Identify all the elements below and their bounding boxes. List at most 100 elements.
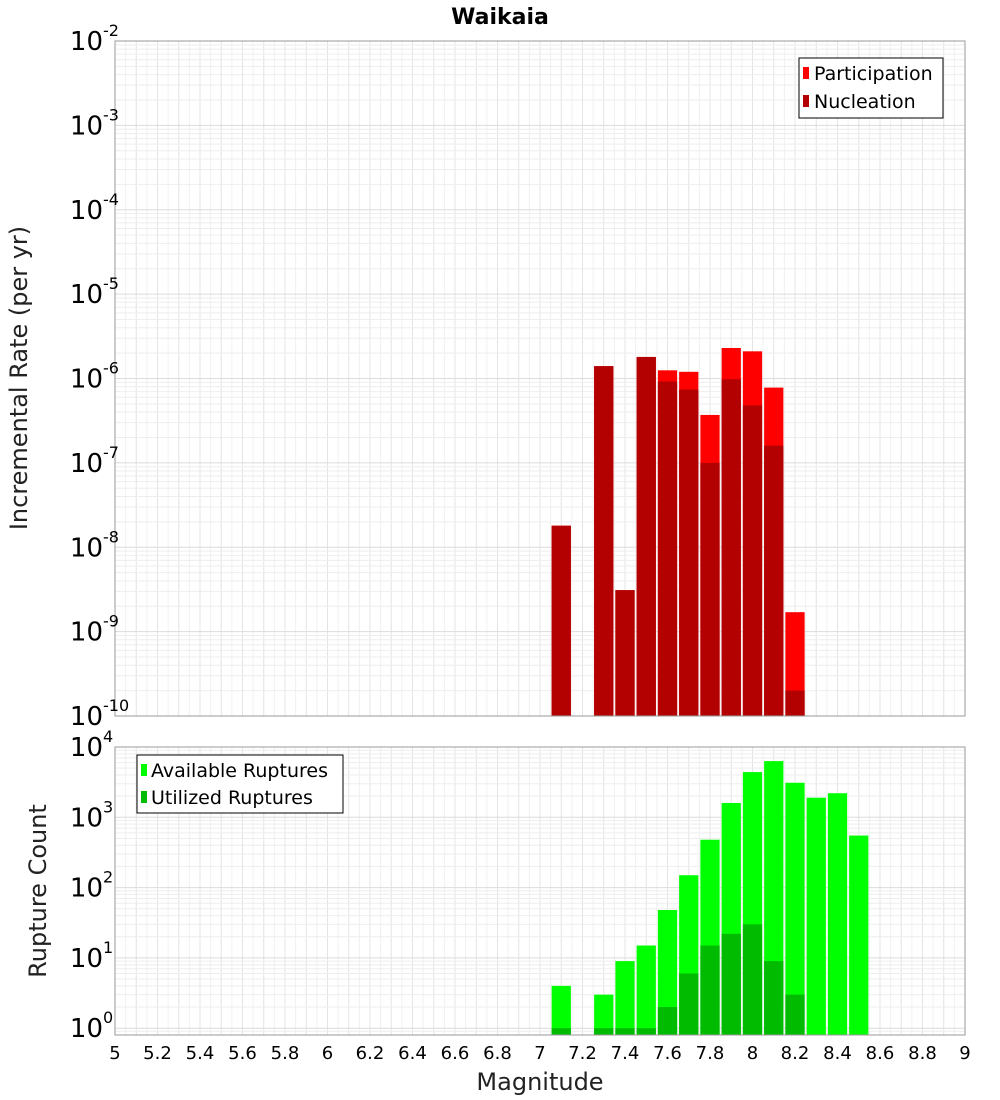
y-tick-base: 10 (70, 533, 103, 563)
x-tick-label: 5.4 (186, 1043, 215, 1064)
count-legend: Available Ruptures Utilized Ruptures (136, 754, 344, 814)
count-bar-utilized-ruptures (721, 933, 741, 1035)
y-tick-exponent: 4 (103, 727, 113, 746)
x-tick-label: 8 (747, 1043, 758, 1064)
count-y-tick: 10 2 (70, 868, 113, 904)
count-bar-available-ruptures (785, 782, 805, 1035)
rate-bars (551, 347, 805, 716)
rate-bar-nucleation (785, 690, 805, 716)
legend-swatch-nucleation (803, 95, 809, 107)
count-y-tick: 10 4 (70, 727, 113, 763)
rate-y-tick: 10 -3 (70, 105, 119, 141)
rate-y-tick: 10 -4 (70, 190, 119, 226)
y-tick-exponent: -5 (103, 274, 119, 293)
count-y-tick: 10 0 (70, 1008, 113, 1044)
x-tick-label: 5 (109, 1043, 120, 1064)
count-bar-utilized-ruptures (594, 1028, 614, 1035)
y-tick-exponent: -3 (103, 105, 119, 124)
count-bar-utilized-ruptures (615, 1028, 635, 1035)
rate-y-tick: 10 -9 (70, 612, 119, 648)
x-tick-label: 5.8 (271, 1043, 300, 1064)
x-tick-label: 8.6 (866, 1043, 895, 1064)
count-bar-utilized-ruptures (742, 924, 763, 1035)
y-tick-base: 10 (70, 449, 103, 479)
rate-bar-nucleation (742, 405, 763, 716)
y-tick-base: 10 (70, 280, 103, 310)
y-tick-exponent: 3 (103, 797, 113, 816)
legend-swatch-utilized-ruptures (141, 791, 147, 803)
rate-bar-nucleation (764, 445, 784, 716)
rate-bar-nucleation (615, 590, 635, 716)
count-bar-available-ruptures (615, 961, 635, 1035)
rate-bar-nucleation (636, 356, 656, 716)
count-plot-border (114, 746, 966, 1036)
x-tick-label: 8.8 (908, 1043, 937, 1064)
count-y-tick: 10 1 (70, 938, 113, 974)
rate-y-tick: 10 -5 (70, 274, 119, 310)
y-tick-exponent: 1 (103, 938, 113, 957)
rate-y-tick: 10 -10 (70, 696, 129, 732)
legend-label-utilized-ruptures: Utilized Ruptures (151, 787, 313, 809)
count-bar-available-ruptures (806, 797, 826, 1035)
y-tick-exponent: -4 (103, 190, 119, 209)
count-bar-utilized-ruptures (700, 945, 720, 1035)
y-tick-base: 10 (70, 803, 103, 833)
chart-title: Waikaia (451, 5, 549, 30)
rate-legend: Participation Nucleation (798, 57, 944, 119)
y-tick-exponent: -8 (103, 527, 119, 546)
rate-y-tick: 10 -8 (70, 527, 119, 563)
x-tick-label: 7.6 (653, 1043, 682, 1064)
count-legend-box (136, 754, 344, 814)
count-bar-utilized-ruptures (551, 1028, 571, 1035)
x-tick-label: 7 (534, 1043, 545, 1064)
count-bar-available-ruptures (551, 985, 571, 1035)
rate-y-ticks: 10-210-310-410-510-610-710-810-910-10 (70, 21, 129, 732)
count-bar-utilized-ruptures (657, 1007, 678, 1035)
y-tick-exponent: -9 (103, 612, 119, 631)
y-tick-base: 10 (70, 111, 103, 141)
legend-label-available-ruptures: Available Ruptures (151, 760, 328, 782)
rate-bar-nucleation (679, 389, 699, 716)
y-tick-exponent: 0 (103, 1008, 113, 1027)
x-tick-label: 8.2 (781, 1043, 810, 1064)
rate-bar-nucleation (700, 462, 720, 716)
rate-y-tick: 10 -6 (70, 359, 119, 395)
rate-bar-nucleation (721, 379, 741, 716)
count-bar-available-ruptures (594, 994, 614, 1035)
x-axis-label: Magnitude (476, 1068, 603, 1096)
x-tick-label: 6.6 (441, 1043, 470, 1064)
rate-y-tick: 10 -7 (70, 443, 119, 479)
x-axis-ticks: 5 5.2 5.4 5.6 5.8 6 6.2 6.4 6.6 6.8 7 7.2 7.4 7.6 7.8 8… (109, 1043, 970, 1064)
rate-gridlines (114, 41, 966, 717)
legend-swatch-available-ruptures (141, 764, 147, 776)
rate-legend-box (798, 57, 944, 119)
count-bars (551, 761, 869, 1035)
count-y-tick: 10 3 (70, 797, 113, 833)
rate-y-tick: 10 -2 (70, 21, 119, 57)
y-tick-base: 10 (70, 944, 103, 974)
x-tick-label: 6.2 (356, 1043, 385, 1064)
y-tick-exponent: -10 (103, 696, 129, 715)
x-tick-label: 7.2 (568, 1043, 597, 1064)
y-tick-base: 10 (70, 702, 103, 732)
count-gridlines (114, 747, 966, 1036)
y-tick-base: 10 (70, 365, 103, 395)
legend-swatch-participation (803, 67, 809, 79)
y-tick-base: 10 (70, 618, 103, 648)
x-tick-label: 5.2 (143, 1043, 172, 1064)
y-tick-exponent: -6 (103, 359, 119, 378)
y-tick-base: 10 (70, 874, 103, 904)
y-tick-base: 10 (70, 733, 103, 763)
x-tick-label: 6.4 (398, 1043, 427, 1064)
count-bar-utilized-ruptures (679, 973, 699, 1035)
x-tick-label: 8.4 (823, 1043, 852, 1064)
y-tick-base: 10 (70, 196, 103, 226)
y-tick-exponent: 2 (103, 868, 113, 887)
count-y-axis-label: Rupture Count (24, 804, 52, 978)
x-tick-label: 9 (959, 1043, 970, 1064)
count-bar-available-ruptures (657, 910, 678, 1035)
rate-panel: 10-210-310-410-510-610-710-810-910-10 In… (5, 21, 966, 732)
